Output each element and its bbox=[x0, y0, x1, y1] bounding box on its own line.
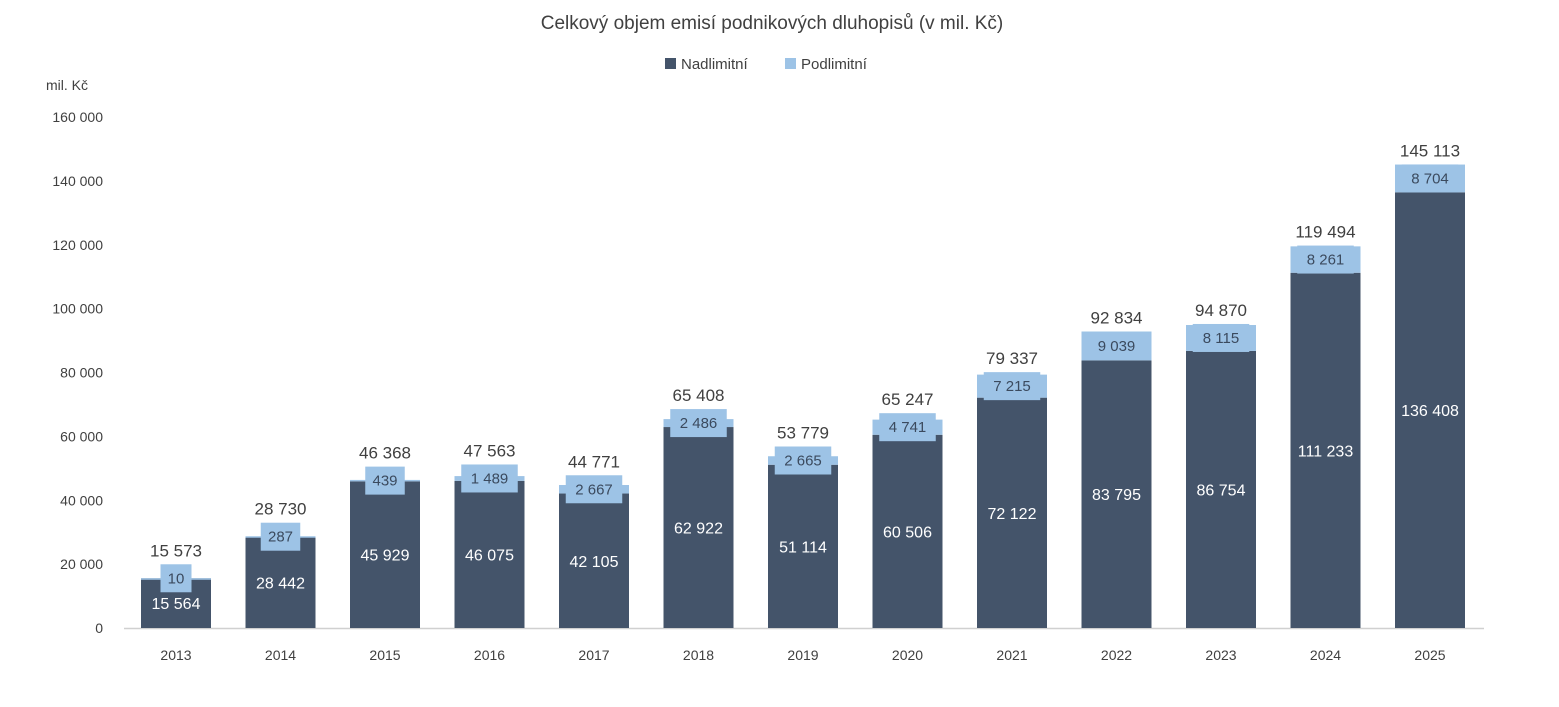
x-tick-label: 2014 bbox=[265, 647, 296, 663]
data-label-nadlimitni: 111 233 bbox=[1298, 443, 1354, 460]
legend-label-nadlimitni: Nadlimitní bbox=[681, 56, 749, 73]
data-label-box-podlimitni bbox=[670, 409, 727, 438]
x-tick-label: 2015 bbox=[369, 647, 400, 663]
data-label-nadlimitni: 72 122 bbox=[988, 506, 1037, 523]
data-label-podlimitni: 2 667 bbox=[575, 481, 613, 498]
y-tick-label: 60 000 bbox=[60, 428, 103, 444]
data-label-podlimitni: 9 039 bbox=[1098, 338, 1136, 355]
bar-nadlimitni bbox=[1186, 350, 1256, 628]
legend-swatch-podlimitni bbox=[785, 58, 796, 69]
data-label-box-podlimitni bbox=[565, 475, 623, 504]
data-label-nadlimitni: 28 442 bbox=[256, 576, 305, 593]
data-label-podlimitni: 439 bbox=[372, 473, 397, 490]
bar-nadlimitni bbox=[350, 481, 420, 628]
data-label-nadlimitni: 136 408 bbox=[1401, 403, 1459, 420]
y-tick-label: 140 000 bbox=[52, 173, 103, 189]
data-label-podlimitni: 1 489 bbox=[471, 470, 509, 487]
x-tick-label: 2013 bbox=[160, 647, 191, 663]
x-tick-label: 2024 bbox=[1310, 647, 1341, 663]
bar-nadlimitni bbox=[663, 427, 734, 628]
data-label-nadlimitni: 42 105 bbox=[570, 554, 619, 571]
bar-nadlimitni bbox=[768, 464, 838, 628]
data-label-nadlimitni: 83 795 bbox=[1092, 487, 1141, 504]
total-label: 47 563 bbox=[464, 441, 516, 460]
total-label: 44 771 bbox=[568, 452, 620, 471]
x-tick-label: 2023 bbox=[1205, 647, 1236, 663]
total-label: 53 779 bbox=[777, 423, 829, 442]
total-label: 28 730 bbox=[255, 500, 307, 519]
bar-nadlimitni bbox=[1395, 192, 1465, 628]
data-label-podlimitni: 8 115 bbox=[1203, 330, 1239, 347]
y-tick-label: 40 000 bbox=[60, 492, 103, 508]
y-tick-label: 160 000 bbox=[52, 109, 103, 125]
bar-nadlimitni bbox=[872, 434, 943, 628]
legend-label-podlimitni: Podlimitní bbox=[801, 56, 868, 73]
total-label: 79 337 bbox=[986, 349, 1038, 368]
data-label-podlimitni: 10 bbox=[168, 570, 185, 587]
y-tick-label: 0 bbox=[95, 620, 103, 636]
data-label-nadlimitni: 86 754 bbox=[1197, 482, 1246, 499]
total-label: 65 408 bbox=[673, 386, 725, 405]
x-tick-label: 2018 bbox=[683, 647, 714, 663]
y-tick-label: 20 000 bbox=[60, 556, 103, 572]
data-label-box-podlimitni bbox=[774, 446, 832, 475]
y-tick-label: 80 000 bbox=[60, 365, 103, 381]
total-label: 65 247 bbox=[882, 390, 934, 409]
data-label-nadlimitni: 51 114 bbox=[779, 539, 827, 556]
bar-nadlimitni bbox=[977, 397, 1047, 628]
data-label-box-podlimitni bbox=[1192, 323, 1250, 352]
bar-nadlimitni bbox=[454, 480, 525, 628]
total-label: 94 870 bbox=[1195, 301, 1247, 320]
data-label-nadlimitni: 60 506 bbox=[883, 524, 932, 541]
data-label-box-podlimitni bbox=[365, 466, 405, 495]
bar-nadlimitni bbox=[559, 493, 629, 628]
data-label-box-podlimitni bbox=[1297, 245, 1354, 274]
data-label-podlimitni: 8 704 bbox=[1411, 170, 1449, 187]
x-tick-label: 2025 bbox=[1414, 647, 1445, 663]
x-tick-label: 2021 bbox=[996, 647, 1027, 663]
y-tick-label: 100 000 bbox=[52, 301, 103, 317]
x-tick-label: 2022 bbox=[1101, 647, 1132, 663]
x-tick-label: 2020 bbox=[892, 647, 923, 663]
data-label-nadlimitni: 62 922 bbox=[674, 521, 723, 538]
data-label-podlimitni: 2 665 bbox=[784, 452, 822, 469]
total-label: 15 573 bbox=[150, 541, 202, 560]
y-tick-label: 120 000 bbox=[52, 237, 103, 253]
total-label: 46 368 bbox=[359, 444, 411, 463]
data-label-podlimitni: 287 bbox=[268, 529, 293, 546]
data-label-box-podlimitni bbox=[1088, 331, 1145, 360]
data-label-podlimitni: 7 215 bbox=[993, 378, 1031, 395]
data-label-podlimitni: 2 486 bbox=[680, 415, 718, 432]
data-label-box-podlimitni bbox=[260, 522, 301, 551]
data-label-box-podlimitni bbox=[983, 372, 1041, 401]
data-label-podlimitni: 4 741 bbox=[889, 419, 927, 436]
data-label-podlimitni: 8 261 bbox=[1307, 252, 1345, 269]
data-label-box-podlimitni bbox=[461, 464, 518, 493]
data-label-nadlimitni: 15 564 bbox=[152, 596, 201, 613]
legend-swatch-nadlimitni bbox=[665, 58, 676, 69]
x-tick-label: 2019 bbox=[787, 647, 818, 663]
data-label-box-podlimitni bbox=[1401, 164, 1459, 193]
x-tick-label: 2016 bbox=[474, 647, 505, 663]
bar-nadlimitni bbox=[1081, 360, 1152, 628]
data-label-box-podlimitni bbox=[879, 413, 936, 442]
y-axis-title: mil. Kč bbox=[46, 77, 88, 93]
data-label-nadlimitni: 46 075 bbox=[465, 547, 514, 564]
x-tick-label: 2017 bbox=[578, 647, 609, 663]
total-label: 145 113 bbox=[1400, 141, 1460, 160]
bar-nadlimitni bbox=[245, 537, 316, 628]
data-label-box-podlimitni bbox=[160, 564, 192, 593]
total-label: 92 834 bbox=[1091, 309, 1143, 328]
total-label: 119 494 bbox=[1295, 223, 1355, 242]
data-label-nadlimitni: 45 929 bbox=[361, 548, 410, 565]
bar-nadlimitni bbox=[1290, 272, 1361, 628]
chart-title: Celkový objem emisí podnikových dluhopis… bbox=[541, 13, 1004, 34]
